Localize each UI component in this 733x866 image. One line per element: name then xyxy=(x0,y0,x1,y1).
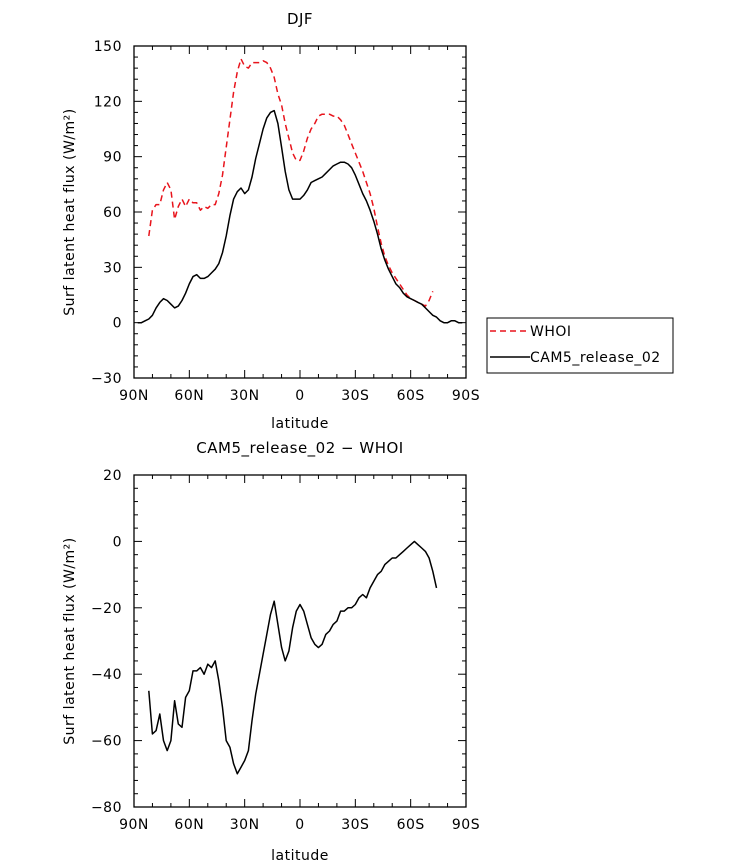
top-ytick-label: 30 xyxy=(103,260,122,276)
bottom-ytick-label: −80 xyxy=(91,800,122,816)
top-xtick-label: 0 xyxy=(295,388,304,404)
top-series-line-0 xyxy=(148,58,434,307)
legend-box xyxy=(486,317,674,374)
top-xtick-label: 90S xyxy=(452,388,480,404)
bottom-xtick-label: 90N xyxy=(119,817,149,833)
bottom-x-axis-label: latitude xyxy=(271,848,329,864)
bottom-lines xyxy=(148,540,438,775)
top-ytick-label: 120 xyxy=(94,94,122,110)
top-xtick-label: 90N xyxy=(119,388,149,404)
top-xtick-label: 30N xyxy=(230,388,260,404)
bottom-ytick-label: 0 xyxy=(113,534,122,550)
legend-label-cam5: CAM5_release_02 xyxy=(530,350,661,366)
bottom-xtick-label: 60S xyxy=(397,817,425,833)
bottom-ytick-label: −60 xyxy=(91,734,122,750)
top-x-axis-label: latitude xyxy=(271,416,329,432)
top-ytick-label: 90 xyxy=(103,150,122,166)
top-plot-frame xyxy=(133,45,467,379)
bottom-xtick-label: 30N xyxy=(230,817,260,833)
top-ytick-label: 0 xyxy=(113,316,122,332)
bottom-series-line-0 xyxy=(148,540,438,775)
panel-bottom: CAM5_release_02 − WHOI latitude Surf lat… xyxy=(62,439,480,864)
bottom-plot-frame xyxy=(133,474,467,808)
bottom-xtick-label: 0 xyxy=(295,817,304,833)
top-series-line-1 xyxy=(137,109,463,324)
top-ytick-label: 150 xyxy=(94,39,122,55)
top-title: DJF xyxy=(287,10,313,28)
bottom-ytick-label: −20 xyxy=(91,601,122,617)
bottom-xtick-label: 90S xyxy=(452,817,480,833)
top-xtick-label: 60N xyxy=(174,388,204,404)
top-xtick-label: 30S xyxy=(341,388,369,404)
top-y-axis-label: Surf latent heat flux (W/m²) xyxy=(62,108,78,315)
top-ytick-label: 60 xyxy=(103,205,122,221)
bottom-xtick-label: 30S xyxy=(341,817,369,833)
panel-top: DJF latitude Surf latent heat flux (W/m²… xyxy=(62,10,480,432)
top-xtick-label: 60S xyxy=(397,388,425,404)
bottom-title: CAM5_release_02 − WHOI xyxy=(196,439,403,458)
legend-label-whoi: WHOI xyxy=(530,324,572,340)
bottom-y-axis-label: Surf latent heat flux (W/m²) xyxy=(62,537,78,744)
bottom-xtick-label: 60N xyxy=(174,817,204,833)
top-ytick-label: −30 xyxy=(91,371,122,387)
legend: WHOI CAM5_release_02 xyxy=(486,317,674,374)
bottom-ytick-label: 20 xyxy=(103,468,122,484)
top-lines xyxy=(137,58,463,324)
bottom-ytick-label: −40 xyxy=(91,667,122,683)
top-ticks: 90N 60N 30N 0 30S 60S 90S −30 0 30 60 90 120 150 xyxy=(91,39,480,404)
bottom-ticks: 90N 60N 30N 0 30S 60S 90S −80 −60 −40 −20 0 20 xyxy=(91,468,480,833)
